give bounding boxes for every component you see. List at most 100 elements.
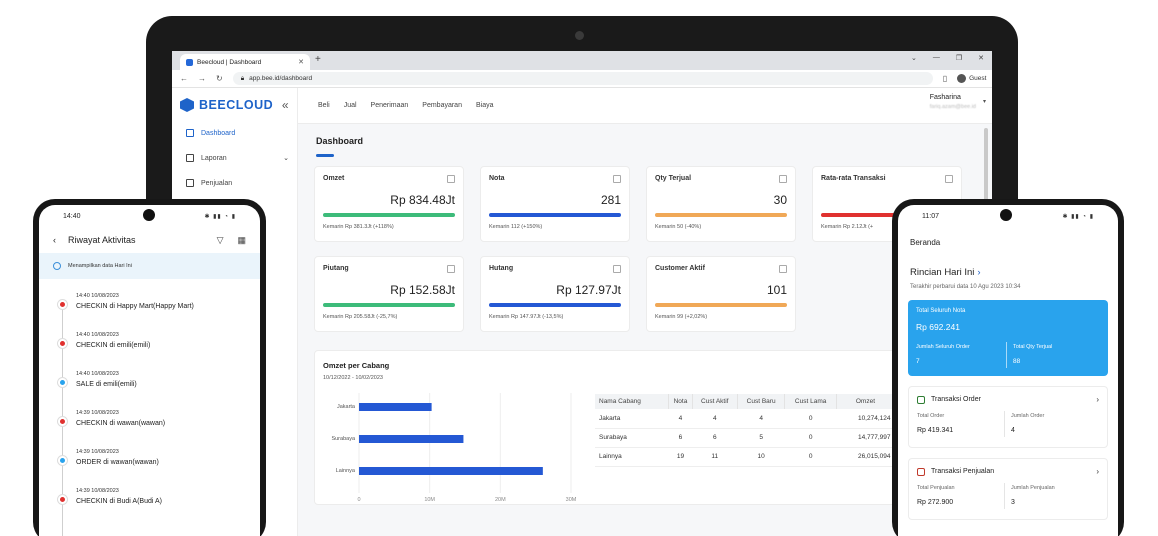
restore-icon[interactable]: ❐	[955, 55, 963, 62]
url-text: app.bee.id/dashboard	[249, 75, 313, 82]
user-email: fariq.azam@bee.id	[929, 104, 976, 110]
table-row[interactable]: Surabaya 6 6 5 0 14,777,997	[595, 428, 895, 448]
sidebar-item-label: Laporan	[201, 154, 227, 162]
table-cell: 26,015,094	[836, 447, 895, 467]
branch-table: Nama Cabang Nota Cust Aktif Cust Baru Cust L…	[595, 394, 896, 467]
external-link-icon[interactable]	[945, 175, 953, 183]
sidepanel-icon[interactable]: ▯	[942, 74, 948, 83]
topnav-pembayaran[interactable]: Pembayaran	[422, 102, 462, 109]
forward-icon[interactable]: →	[198, 74, 206, 83]
table-cell: 0	[784, 428, 837, 448]
total-order-count-label: Jumlah Seluruh Order	[916, 344, 970, 350]
topnav-penerimaan[interactable]: Penerimaan	[370, 102, 409, 109]
kpi-card-customer-aktif[interactable]: Customer Aktif 101 Kemarin 99 (+2,02%)	[646, 256, 796, 332]
close-tab-icon[interactable]: ✕	[298, 59, 304, 66]
external-link-icon[interactable]	[613, 265, 621, 273]
kpi-progress-bar	[489, 213, 621, 217]
kpi-card-qty-terjual[interactable]: Qty Terjual 30 Kemarin 50 (-40%)	[646, 166, 796, 242]
external-link-icon[interactable]	[613, 175, 621, 183]
table-cell: 14,777,997	[836, 428, 895, 448]
main-content: Beli Jual Penerimaan Pembayaran Biaya Fa…	[298, 88, 992, 536]
sidebar-item-dashboard[interactable]: Dashboard	[180, 129, 289, 137]
card-divider	[1006, 342, 1007, 368]
activity-time: 14:40 10/08/2023	[76, 371, 119, 377]
transaksi-penjualan-section[interactable]: Transaksi Penjualan › Total Penjualan Jum…	[908, 458, 1108, 520]
list-item[interactable]: 14:40 10/08/2023 SALE di emili(emili)	[39, 371, 260, 410]
topnav-biaya[interactable]: Biaya	[475, 102, 494, 109]
scrollbar[interactable]	[984, 128, 988, 218]
external-link-icon[interactable]	[447, 175, 455, 183]
chevron-down-icon[interactable]: ⌄	[910, 55, 917, 62]
total-nota-label: Total Seluruh Nota	[916, 308, 966, 314]
sidebar-item-laporan[interactable]: Laporan ⌄	[180, 154, 289, 162]
status-dot-icon	[58, 456, 67, 465]
reload-icon[interactable]: ↻	[216, 74, 223, 83]
status-bar: 14:40 ✱ ▮▮ ◔ ▮	[39, 205, 260, 227]
table-row[interactable]: Lainnya 19 11 10 0 26,015,094	[595, 447, 895, 467]
topnav-beli[interactable]: Beli	[318, 102, 330, 109]
kpi-value: 101	[766, 283, 787, 297]
left-phone-screen: 14:40 ✱ ▮▮ ◔ ▮ ‹ Riwayat Aktivitas ▽ ▦ M…	[39, 205, 260, 536]
new-tab-icon[interactable]: +	[315, 54, 321, 65]
list-item[interactable]: 14:39 10/08/2023 CHECKIN di wawan(wawan)	[39, 410, 260, 449]
back-arrow-icon[interactable]: ‹	[53, 235, 56, 245]
external-link-icon[interactable]	[779, 175, 787, 183]
list-item[interactable]: 14:39 10/08/2023 CHECKIN di Budi A(Budi A…	[39, 488, 260, 527]
kpi-label: Hutang	[489, 265, 514, 272]
calendar-icon[interactable]: ▦	[237, 234, 246, 245]
profile-button[interactable]: Guest	[957, 74, 986, 83]
activity-text: CHECKIN di wawan(wawan)	[76, 420, 166, 427]
external-link-icon[interactable]	[447, 265, 455, 273]
activity-header: ‹ Riwayat Aktivitas ▽ ▦	[39, 227, 260, 253]
topnav-jual[interactable]: Jual	[343, 102, 357, 109]
chevron-right-icon: ›	[977, 267, 981, 278]
table-cell: 0	[784, 447, 837, 467]
kpi-comparison: Kemarin Rp 2.12Jt (+	[821, 224, 874, 230]
filter-icon[interactable]: ▽	[216, 234, 224, 245]
list-item[interactable]: 14:39 10/08/2023 ORDER di wawan(wawan)	[39, 449, 260, 488]
external-link-icon[interactable]	[779, 265, 787, 273]
kpi-card-piutang[interactable]: Piutang Rp 152.58Jt Kemarin Rp 205.58Jt (-…	[314, 256, 464, 332]
rincian-title[interactable]: Rincian Hari Ini ›	[908, 267, 1108, 278]
kpi-card-hutang[interactable]: Hutang Rp 127.97Jt Kemarin Rp 147.97Jt (-1…	[480, 256, 630, 332]
table-row[interactable]: Jakarta 4 4 4 0 10,274,124	[595, 409, 895, 429]
status-dot-icon	[58, 300, 67, 309]
close-window-icon[interactable]: ✕	[978, 55, 984, 62]
tab-title: Beecloud | Dashboard	[197, 58, 262, 66]
sidebar-item-penjualan[interactable]: Penjualan	[180, 179, 289, 187]
kpi-card-nota[interactable]: Nota 281 Kemarin 112 (+150%)	[480, 166, 630, 242]
browser-tab[interactable]: Beecloud | Dashboard ✕	[180, 54, 310, 70]
list-item[interactable]: 14:40 10/08/2023 CHECKIN di Happy Mart(Ha…	[39, 293, 260, 332]
list-item[interactable]: 14:40 10/08/2023 CHECKIN di emili(emili)	[39, 332, 260, 371]
chevron-down-icon: ⌄	[283, 155, 289, 162]
user-name: Fasharina	[929, 94, 961, 101]
table-header-cell: Cust Lama	[784, 394, 837, 409]
url-input[interactable]: 🔒︎ app.bee.id/dashboard	[232, 72, 933, 85]
brand-name: BEECLOUD	[199, 98, 274, 112]
caret-down-icon: ▾	[982, 99, 986, 105]
info-icon	[53, 262, 61, 270]
profile-label: Guest	[969, 75, 987, 82]
x-tick-label: 30M	[566, 497, 577, 501]
user-menu[interactable]: Fasharina fariq.azam@bee.id ▾	[929, 94, 986, 110]
kpi-value: Rp 834.48Jt	[390, 193, 455, 207]
table-cell: Jakarta	[595, 409, 669, 429]
table-cell: 10	[737, 447, 785, 467]
beecloud-favicon-icon	[186, 58, 193, 66]
minimize-icon[interactable]: —	[932, 54, 940, 61]
section-key: Total Order	[917, 413, 945, 419]
table-cell: Lainnya	[595, 447, 669, 467]
x-tick-label: 20M	[495, 497, 506, 501]
activity-time: 14:40 10/08/2023	[76, 293, 119, 299]
collapse-sidebar-icon[interactable]: «	[281, 98, 289, 112]
section-value: 4	[1011, 427, 1015, 434]
transaksi-order-section[interactable]: Transaksi Order › Total Order Jumlah Orde…	[908, 386, 1108, 448]
grid-icon	[186, 129, 194, 137]
status-time: 14:40	[63, 212, 81, 220]
bar-surabaya[interactable]	[359, 435, 464, 443]
bar-jakarta[interactable]	[359, 403, 432, 411]
back-icon[interactable]: ←	[180, 74, 188, 83]
beecloud-app: BEECLOUD « Dashboard Laporan ⌄ Penjualan	[172, 88, 992, 536]
bar-lainnya[interactable]	[359, 467, 543, 475]
kpi-card-omzet[interactable]: Omzet Rp 834.48Jt Kemarin Rp 381.3Jt (+118…	[314, 166, 464, 242]
